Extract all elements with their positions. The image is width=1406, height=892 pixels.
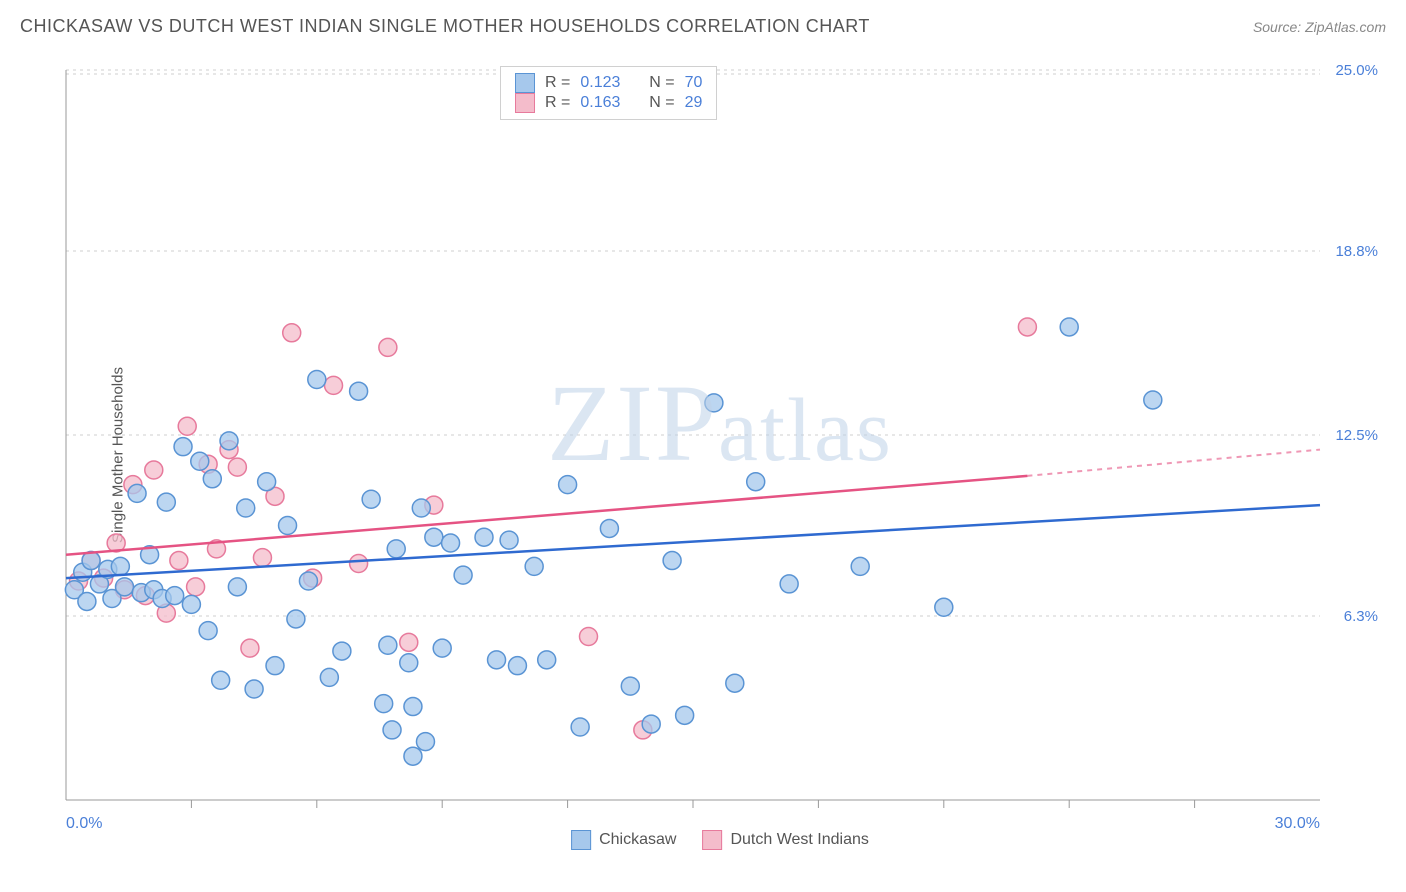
legend-stats-row-chickasaw: R = 0.123 N = 70: [515, 73, 702, 93]
chart-area: Single Mother Households 0.0%30.0%6.3%12…: [50, 60, 1390, 850]
svg-text:18.8%: 18.8%: [1335, 243, 1378, 260]
svg-text:6.3%: 6.3%: [1344, 608, 1378, 625]
legend-item-dutch: Dutch West Indians: [702, 830, 868, 850]
legend-series-box: Chickasaw Dutch West Indians: [571, 830, 869, 850]
legend-swatch-pink: [515, 93, 535, 113]
legend-swatch-blue: [571, 830, 591, 850]
svg-text:0.0%: 0.0%: [66, 815, 102, 832]
source-attribution: Source: ZipAtlas.com: [1253, 19, 1386, 35]
svg-text:30.0%: 30.0%: [1275, 815, 1320, 832]
legend-swatch-blue: [515, 73, 535, 93]
svg-text:25.0%: 25.0%: [1335, 62, 1378, 79]
legend-swatch-pink: [702, 830, 722, 850]
legend-stats-box: R = 0.123 N = 70 R = 0.163 N = 29: [500, 66, 717, 120]
legend-item-chickasaw: Chickasaw: [571, 830, 676, 850]
scatter-chart-svg: 0.0% 30.0% 6.3% 12.5% 18.8% 25.0%: [50, 60, 1390, 850]
legend-stats-row-dutch: R = 0.163 N = 29: [515, 93, 702, 113]
chart-title: CHICKASAW VS DUTCH WEST INDIAN SINGLE MO…: [20, 16, 870, 37]
svg-text:12.5%: 12.5%: [1335, 427, 1378, 444]
